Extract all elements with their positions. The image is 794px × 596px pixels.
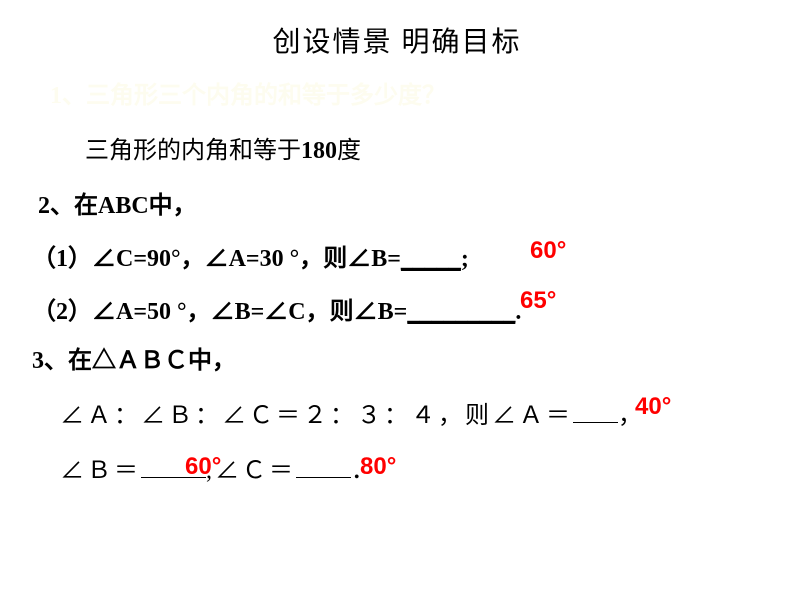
q2a-end: ; <box>461 246 469 272</box>
q2-abc: ABC <box>98 193 149 219</box>
q2-num: 2 <box>38 193 50 219</box>
answer-1-number: 180 <box>301 138 337 164</box>
q3-line2-part1: ∠Ｂ＝ <box>60 458 141 484</box>
q2b-text: （2）∠A=50 °，∠B=∠C，则∠B= <box>32 299 407 325</box>
q2a-blank: _____ <box>401 246 461 272</box>
q3-line1-text: ∠Ａ：∠Ｂ：∠Ｃ＝２：３：４，则∠Ａ＝ <box>60 403 573 429</box>
answer-1-part1: 三角形的内角和等于 <box>85 138 301 164</box>
q2-end: 中， <box>149 193 197 219</box>
q3-line2-blank2 <box>296 477 351 478</box>
question-1: 1、三角形三个内角的和等于多少度？ <box>50 75 446 110</box>
answer-3a: 40° <box>635 393 671 421</box>
answer-2a: 60° <box>530 237 566 265</box>
q3-text: 、在△ＡＢＣ中， <box>44 348 236 374</box>
answer-1: 三角形的内角和等于180度 <box>85 130 361 165</box>
page-title: 创设情景 明确目标 <box>0 0 794 60</box>
q2-text: 、在 <box>50 193 98 219</box>
question-2b: （2）∠A=50 °，∠B=∠C，则∠B=_________. <box>32 291 521 326</box>
answer-1-part2: 度 <box>337 138 361 164</box>
q3-num: 3 <box>32 348 44 374</box>
question-3: 3、在△ＡＢＣ中， <box>32 340 236 375</box>
q2a-text: （1）∠C=90°，∠A=30 °，则∠B= <box>32 246 401 272</box>
question-2a: （1）∠C=90°，∠A=30 °，则∠B=_____; <box>32 238 469 273</box>
q2b-blank: _________ <box>407 299 515 325</box>
question-3-line1: ∠Ａ：∠Ｂ：∠Ｃ＝２：３：４，则∠Ａ＝， <box>60 395 645 430</box>
q3-line1-blank <box>573 422 618 423</box>
answer-3b: 60° <box>185 453 221 481</box>
question-2: 2、在ABC中， <box>38 185 197 220</box>
answer-3c: 80° <box>360 453 396 481</box>
answer-2b: 65° <box>520 287 556 315</box>
